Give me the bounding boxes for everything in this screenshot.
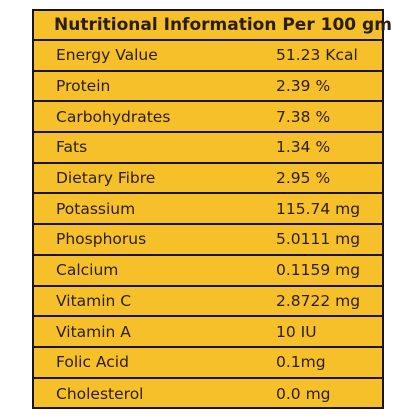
nutrient-name: Phosphorus xyxy=(56,230,147,249)
nutrient-row-folic-acid: Folic Acid 0.1mg xyxy=(34,348,382,379)
nutrient-value: 2.95 % xyxy=(276,169,331,188)
nutrient-value: 10 IU xyxy=(276,322,317,341)
nutrient-row-cholesterol: Cholesterol 0.0 mg xyxy=(34,379,382,410)
nutrient-list: Energy Value 51.23 Kcal Protein 2.39 % C… xyxy=(34,41,382,409)
nutrient-row-vitamin-a: Vitamin A 10 IU xyxy=(34,317,382,348)
nutrient-value: 0.1mg xyxy=(276,353,326,372)
nutrient-value: 5.0111 mg xyxy=(276,230,361,249)
nutrient-row-fats: Fats 1.34 % xyxy=(34,133,382,164)
nutrient-name: Dietary Fibre xyxy=(56,169,156,188)
nutrient-name: Potassium xyxy=(56,199,136,218)
nutrient-name: Carbohydrates xyxy=(56,107,171,126)
nutrient-row-vitamin-c: Vitamin C 2.8722 mg xyxy=(34,287,382,318)
nutrient-name: Cholesterol xyxy=(56,384,144,403)
nutrient-value: 51.23 Kcal xyxy=(276,46,358,65)
nutrient-name: Fats xyxy=(56,138,88,157)
nutrient-value: 0.0 mg xyxy=(276,384,331,403)
nutrient-value: 0.1159 mg xyxy=(276,261,361,280)
nutrient-value: 1.34 % xyxy=(276,138,331,157)
nutrient-name: Vitamin C xyxy=(56,291,132,310)
nutrient-row-protein: Protein 2.39 % xyxy=(34,72,382,103)
nutrient-name: Calcium xyxy=(56,261,119,280)
nutrient-row-energy-value: Energy Value 51.23 Kcal xyxy=(34,41,382,72)
panel-title: Nutritional Information Per 100 gm xyxy=(34,11,392,41)
nutrient-value: 115.74 mg xyxy=(276,199,361,218)
nutrient-value: 2.39 % xyxy=(276,77,331,96)
nutrition-facts-panel: Nutritional Information Per 100 gm Energ… xyxy=(32,9,392,409)
nutrient-row-dietary-fibre: Dietary Fibre 2.95 % xyxy=(34,164,382,195)
nutrient-value: 2.8722 mg xyxy=(276,291,361,310)
nutrient-name: Protein xyxy=(56,77,111,96)
nutrient-row-carbohydrates: Carbohydrates 7.38 % xyxy=(34,102,382,134)
nutrient-row-calcium: Calcium 0.1159 mg xyxy=(34,256,382,287)
nutrient-name: Folic Acid xyxy=(56,353,129,372)
nutrient-name: Energy Value xyxy=(56,46,158,65)
nutrient-row-phosphorus: Phosphorus 5.0111 mg xyxy=(34,225,382,256)
nutrient-value: 7.38 % xyxy=(276,107,331,126)
nutrient-row-potassium: Potassium 115.74 mg xyxy=(34,194,382,226)
nutrient-name: Vitamin A xyxy=(56,322,131,341)
